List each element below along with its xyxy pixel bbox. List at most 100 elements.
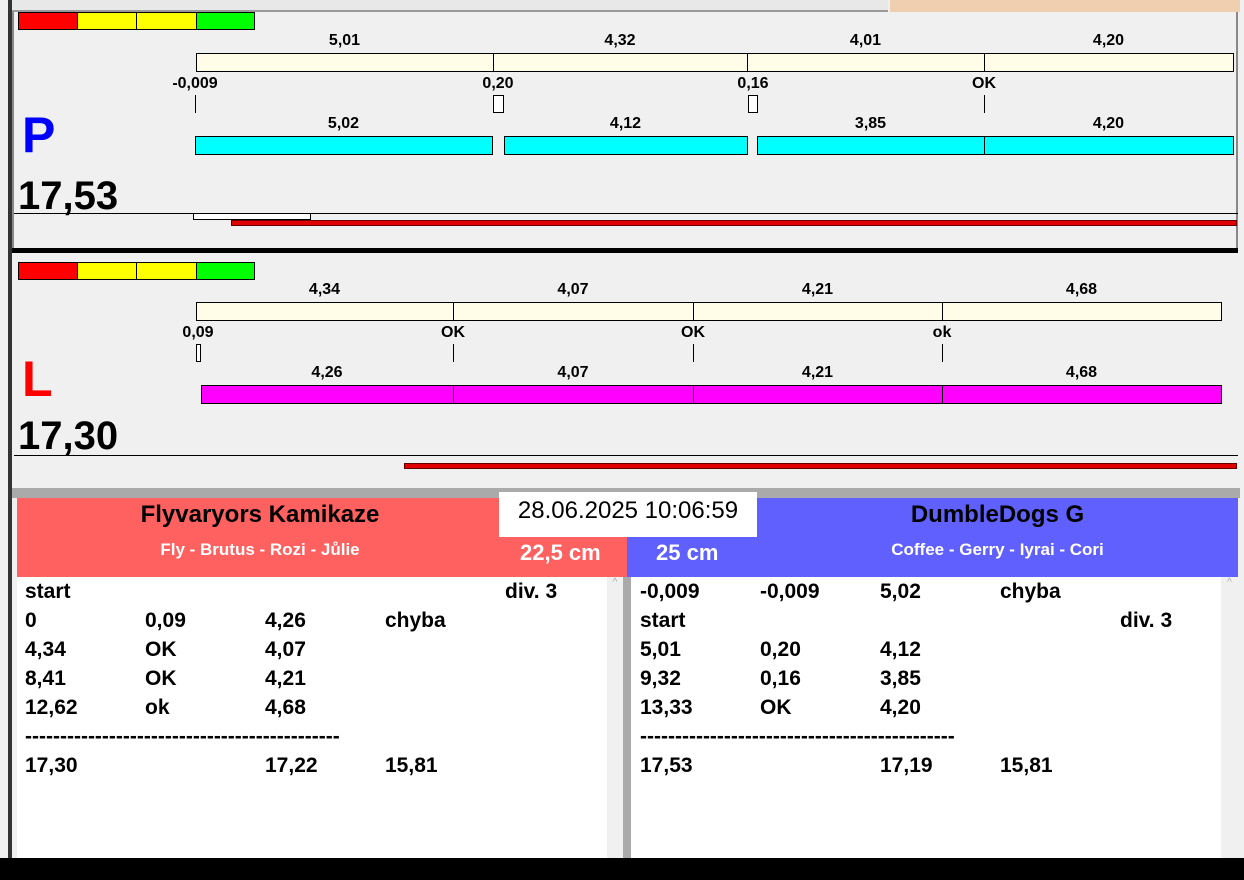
- right-team-row-cell: 17,19: [880, 754, 933, 777]
- left-scrollbar[interactable]: ^: [607, 577, 623, 858]
- left-team-row-cell: 4,34: [25, 638, 66, 661]
- l_panel-top-segment: [693, 302, 943, 321]
- p_panel-top-label: 4,20: [1092, 32, 1125, 49]
- l_panel-tick: [693, 344, 694, 362]
- p-traffic-light-cell: [136, 12, 197, 30]
- l-progress-track: [14, 455, 1238, 456]
- p_panel-top-segment: [196, 53, 494, 72]
- bottom-bar: [0, 858, 1244, 880]
- right-team-row-cell: 9,32: [640, 667, 681, 690]
- right-team-row-cell: start: [640, 609, 686, 632]
- right-team-row-cell: 5,02: [880, 580, 921, 603]
- p-traffic-light-cell: [196, 12, 255, 30]
- right-team-row-cell: 5,01: [640, 638, 681, 661]
- right-team-row-cell: 13,33: [640, 696, 693, 719]
- left-results-list[interactable]: [17, 577, 607, 858]
- p_panel-top-segment: [984, 53, 1234, 72]
- right-team-row-cell: 17,53: [640, 754, 693, 777]
- tab-strip: [12, 0, 888, 12]
- left-team-row-cell: 17,22: [265, 754, 318, 777]
- l_panel-run-label: 4,26: [311, 364, 343, 381]
- l_panel-top-label: 4,34: [308, 281, 341, 298]
- l_panel-run-label: 4,68: [1065, 364, 1098, 381]
- p_panel-fault-marker: [492, 95, 504, 113]
- l_panel-run-segment: [201, 385, 454, 404]
- p_panel-run-label: 4,12: [609, 115, 642, 132]
- right-team-row-cell: OK: [760, 696, 792, 719]
- left-team-row-cell: 4,26: [265, 609, 306, 632]
- p_panel-top-label: 4,32: [604, 32, 636, 49]
- l_panel-top-label: 4,21: [801, 281, 834, 298]
- status-strip: [890, 0, 1240, 12]
- p-letter: P: [22, 107, 56, 163]
- left-team-height: 22,5 cm: [520, 540, 601, 565]
- right-team-row-cell: 0,16: [760, 667, 801, 690]
- left-team-row-cell: 12,62: [25, 696, 78, 719]
- l_panel-top-segment: [942, 302, 1222, 321]
- l_panel-top-segment: [196, 302, 454, 321]
- left-team-row-cell: 4,21: [265, 667, 306, 690]
- l_panel-mid-label: 0,09: [182, 324, 214, 341]
- p-progress-marker: [193, 213, 311, 220]
- right-team-row-cell: 3,85: [880, 667, 921, 690]
- right-team-row-cell: div. 3: [1120, 609, 1173, 632]
- p_panel-mid-label: -0,009: [172, 75, 218, 92]
- datetime: 28.06.2025 10:06:59: [499, 492, 757, 537]
- p_panel-run-label: 5,02: [327, 115, 360, 132]
- l_panel-top-segment: [453, 302, 694, 321]
- l-progress-bar: [404, 463, 1237, 469]
- l_panel-run-label: 4,21: [801, 364, 834, 381]
- right-team-row-cell: chyba: [1000, 580, 1061, 603]
- left-team-row-cell: OK: [145, 667, 177, 690]
- p_panel-top-segment: [747, 53, 985, 72]
- l-traffic-light-cell: [136, 262, 197, 280]
- l_panel-run-segment: [453, 385, 694, 404]
- right-results-list[interactable]: [631, 577, 1221, 858]
- left-team-row-cell: 17,30: [25, 754, 78, 777]
- l_panel-top-label: 4,07: [557, 281, 589, 298]
- right-team-row-cell: ----------------------------------------…: [640, 725, 955, 748]
- p_panel-tick: [195, 95, 196, 113]
- p-traffic-light-cell: [18, 12, 78, 30]
- l_panel-run-segment: [942, 385, 1222, 404]
- l-traffic-light-cell: [77, 262, 137, 280]
- right-team-row-cell: 4,20: [880, 696, 921, 719]
- p_panel-top-segment: [493, 53, 748, 72]
- l_panel-fault-marker: [195, 344, 201, 362]
- l_panel-mid-label: OK: [441, 324, 465, 341]
- p-total: 17,53: [18, 174, 119, 218]
- left-team-dogs: Fly - Brutus - Rozi - Jůlie: [160, 540, 360, 559]
- p-progress-bar: [231, 220, 1237, 226]
- left-team-row-cell: 0,09: [145, 609, 186, 632]
- left-team-name: Flyvaryors Kamikaze: [140, 501, 380, 528]
- left-team-row-cell: 4,07: [265, 638, 306, 661]
- p-panel: [12, 12, 1238, 248]
- left-team-row-cell: div. 3: [505, 580, 558, 603]
- left-team-row-cell: OK: [145, 638, 177, 661]
- right-team-name: DumbleDogs G: [910, 501, 1085, 528]
- l-total: 17,30: [18, 414, 119, 458]
- p_panel-run-label: 4,20: [1092, 115, 1125, 132]
- p_panel-run-segment: [504, 136, 748, 155]
- p_panel-mid-label: 0,16: [737, 75, 769, 92]
- right-team-height: 25 cm: [656, 540, 719, 565]
- p-progress-track: [14, 213, 1238, 214]
- p_panel-fault-marker: [748, 95, 758, 113]
- l_panel-tick: [942, 344, 943, 362]
- p-traffic-light-cell: [77, 12, 137, 30]
- p_panel-run-label: 3,85: [854, 115, 887, 132]
- l_panel-tick: [453, 344, 454, 362]
- right-scrollbar[interactable]: ^: [1221, 577, 1238, 858]
- p_panel-run-segment: [195, 136, 493, 155]
- right-team-row-cell: -0,009: [640, 580, 700, 603]
- left-team-row-cell: ok: [145, 696, 170, 719]
- l_panel-mid-label: OK: [681, 324, 705, 341]
- l-letter: L: [22, 351, 53, 407]
- right-team-dogs: Coffee - Gerry - Iyrai - Cori: [891, 540, 1104, 559]
- l-traffic-light-cell: [196, 262, 255, 280]
- l_panel-top-label: 4,68: [1065, 281, 1098, 298]
- left-team-row-cell: start: [25, 580, 71, 603]
- left-team-row-cell: 0: [25, 609, 37, 632]
- p_panel-mid-label: 0,20: [482, 75, 514, 92]
- p_panel-mid-label: OK: [972, 75, 996, 92]
